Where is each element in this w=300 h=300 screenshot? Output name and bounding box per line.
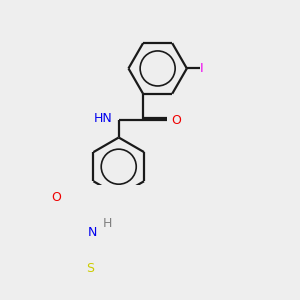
Text: O: O [52, 190, 61, 204]
Text: N: N [87, 226, 97, 239]
Text: S: S [86, 262, 94, 275]
Text: H: H [103, 217, 112, 230]
Text: O: O [172, 114, 182, 127]
Text: HN: HN [94, 112, 112, 124]
Text: I: I [200, 62, 204, 75]
